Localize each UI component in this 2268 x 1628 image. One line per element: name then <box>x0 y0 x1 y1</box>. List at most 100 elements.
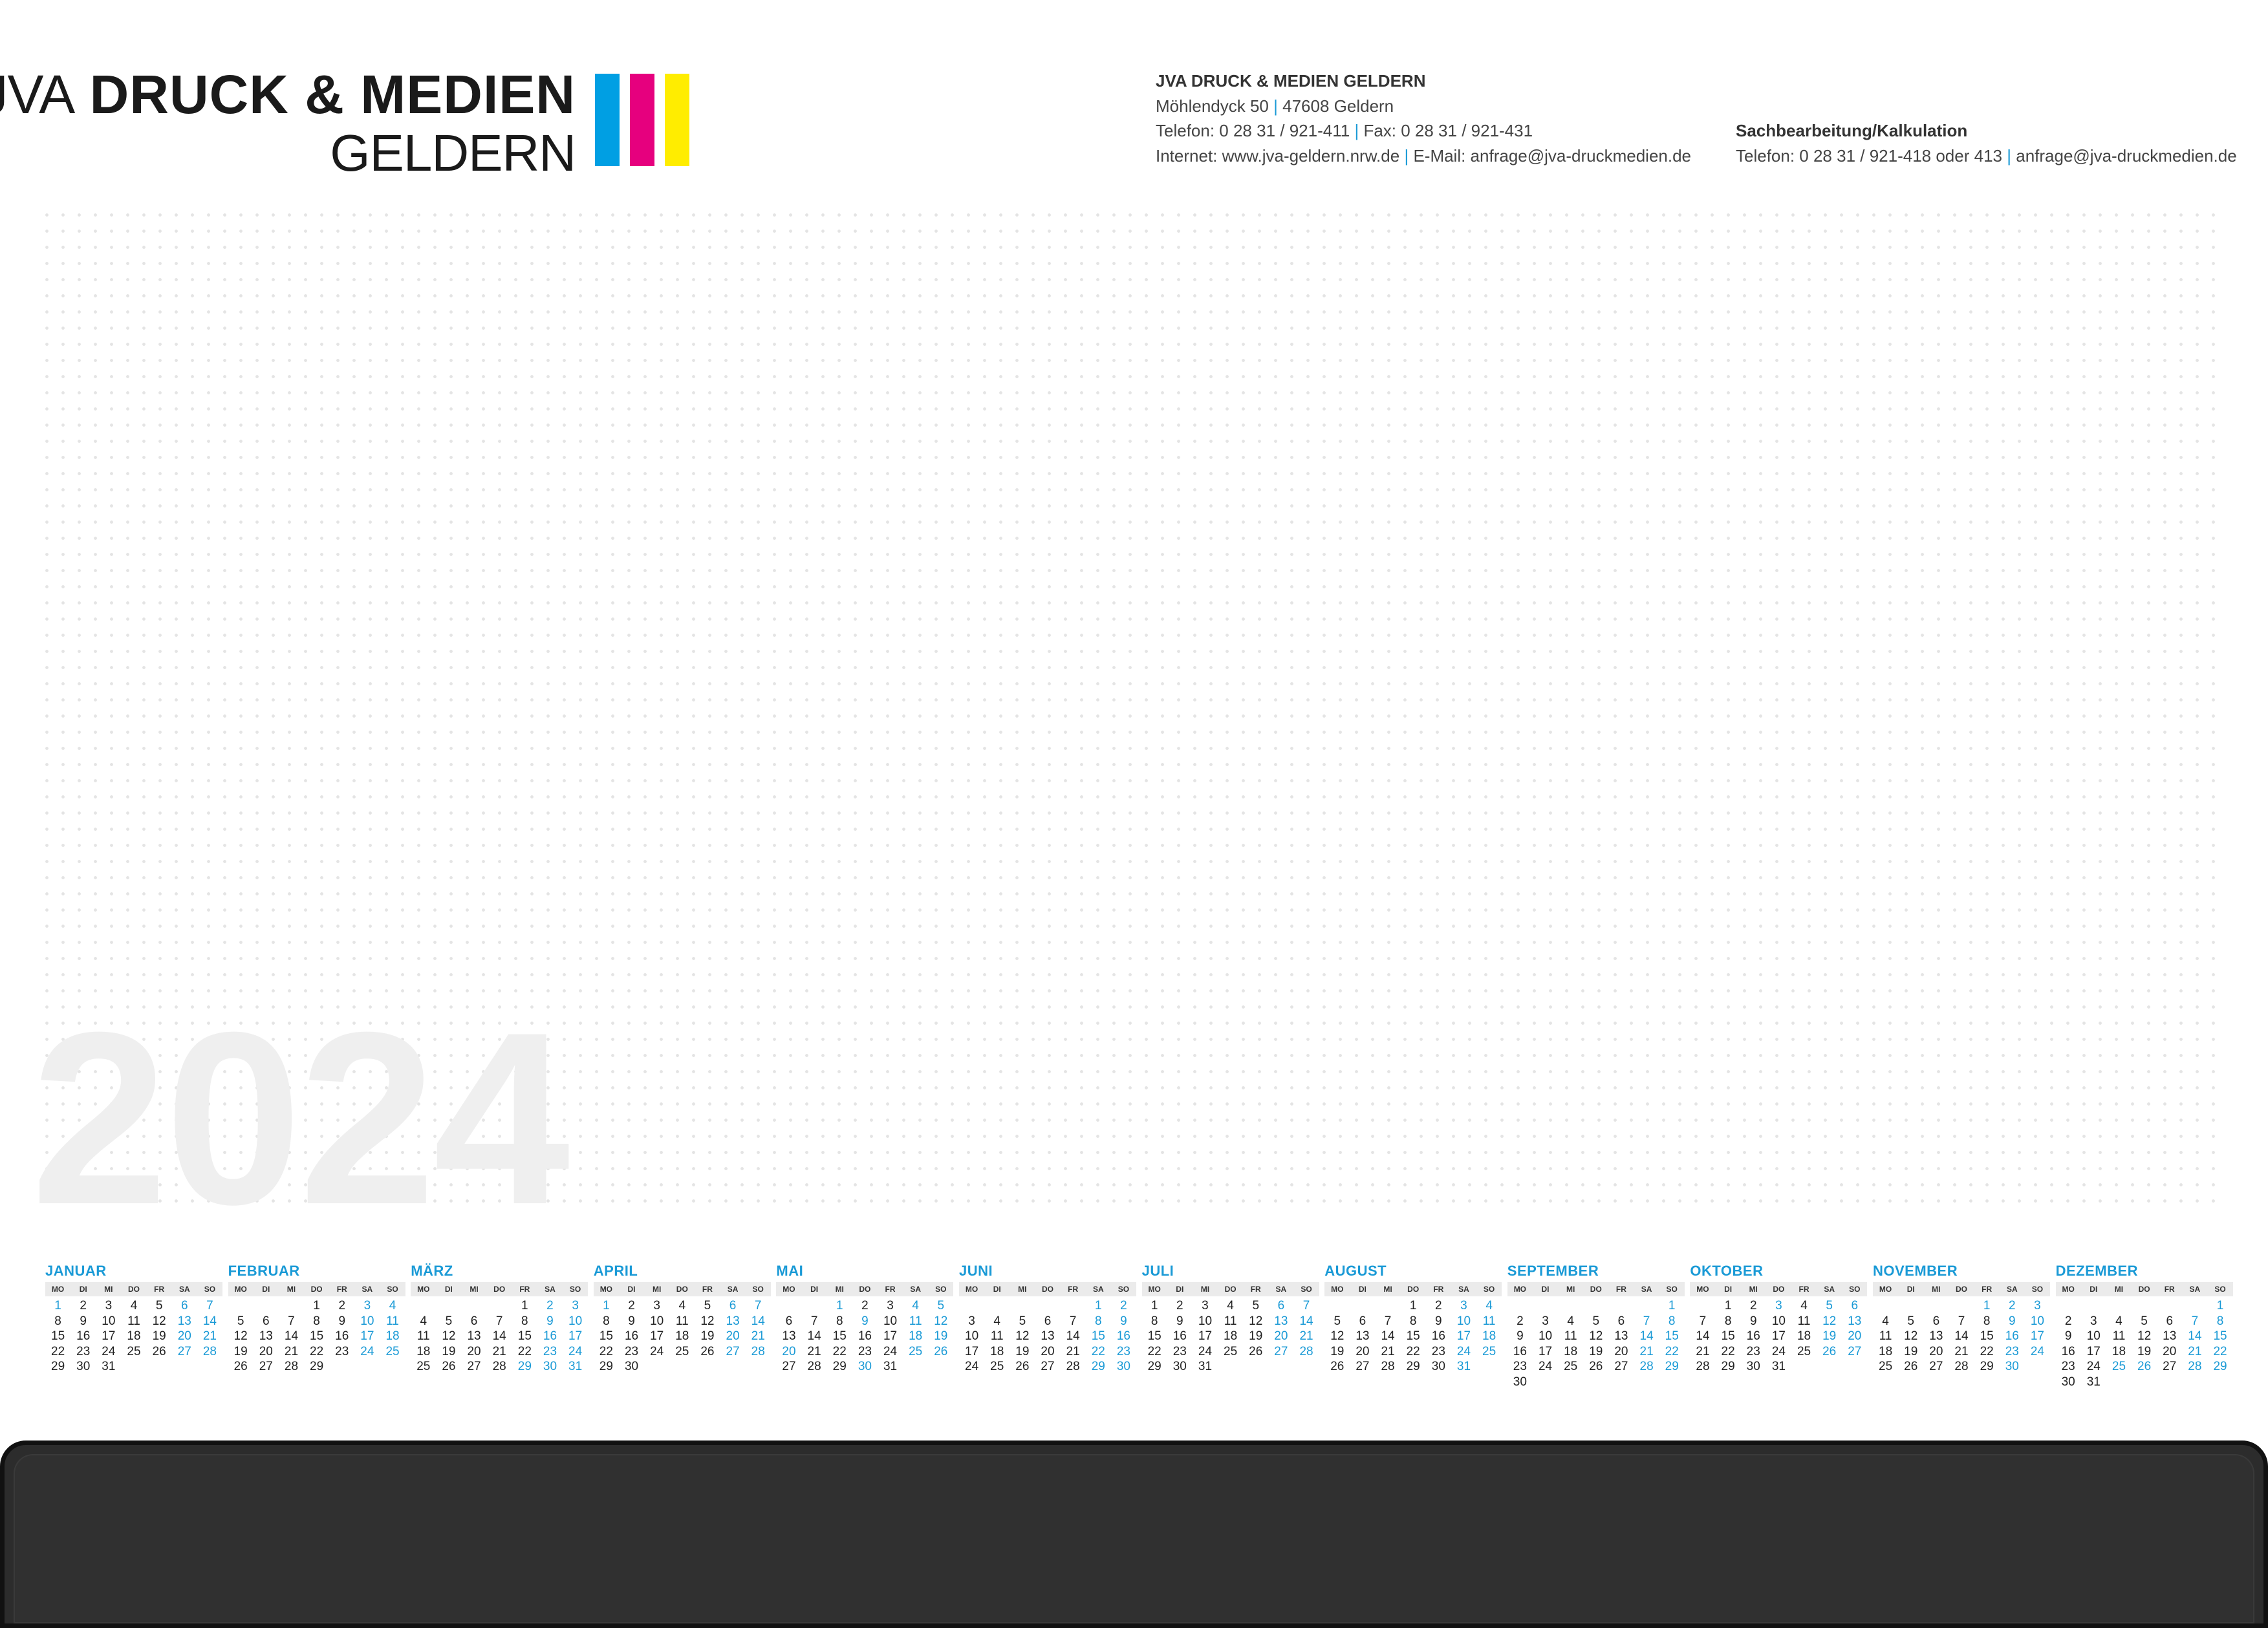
weekday-label: FR <box>702 1285 713 1294</box>
calendar-day: 8 <box>1668 1314 1676 1328</box>
weekday-label: FR <box>1433 1285 1444 1294</box>
calendar-day: 8 <box>1094 1314 1102 1328</box>
calendar-day: 21 <box>1639 1344 1654 1358</box>
calendar-day: 29 <box>1147 1360 1161 1373</box>
empty-day <box>776 1298 801 1314</box>
calendar-day: 12 <box>442 1329 456 1343</box>
weekday-label: SO <box>204 1285 216 1294</box>
calendar-day: 24 <box>650 1344 664 1358</box>
calendar-day: 7 <box>206 1299 213 1312</box>
month-title: NOVEMBER <box>1873 1263 1958 1279</box>
web-line: Internet: www.jva-geldern.nrw.de | E-Mai… <box>1156 144 1691 169</box>
weekday-label: DI <box>1541 1285 1550 1294</box>
day-grid: 1 2 3 4 5 6 7 8 9 10 11 12 13 14 15 16 17 18 19 20 21 22 23 24 2… <box>1324 1298 1502 1375</box>
calendar-day: 21 <box>1299 1329 1313 1343</box>
calendar-day: 20 <box>259 1344 273 1358</box>
calendar-day: 17 <box>360 1329 374 1343</box>
calendar-day: 17 <box>2030 1329 2044 1343</box>
desk-pad-inner <box>14 1454 2254 1623</box>
calendar-day: 3 <box>2090 1314 2097 1328</box>
calendar-day: 9 <box>1749 1314 1757 1328</box>
day-grid: 1 2 3 4 5 6 7 8 9 10 11 12 13 14 15 16 17 18 19 20 21 22 23 24 2… <box>959 1298 1136 1375</box>
calendar-day: 13 <box>726 1314 740 1328</box>
logo-word-druck-medien: DRUCK & MEDIEN <box>89 64 576 125</box>
calendar-day: 4 <box>1485 1299 1493 1312</box>
calendar-day: 25 <box>385 1344 400 1358</box>
calendar-day: 12 <box>233 1329 248 1343</box>
calendar-day: 4 <box>1882 1314 1889 1328</box>
calendar-day: 16 <box>76 1329 91 1343</box>
fax: Fax: 0 28 31 / 921-431 <box>1363 121 1533 140</box>
calendar-day: 20 <box>1929 1344 1943 1358</box>
calendar-day: 19 <box>233 1344 248 1358</box>
calendar-day: 5 <box>1252 1299 1260 1312</box>
calendar-day: 14 <box>1299 1314 1313 1328</box>
calendar-day: 24 <box>883 1344 898 1358</box>
calendar-day: 20 <box>467 1344 481 1358</box>
calendar-day: 27 <box>467 1360 481 1373</box>
month-oktober: OKTOBER MO DI MI DO FR SA SO 1 2 3 4 5 6 7 8 9 10 11 12 13 14… <box>1690 1263 1868 1375</box>
calendar-day: 13 <box>1041 1329 1055 1343</box>
calendar-day: 27 <box>726 1344 740 1358</box>
weekday-label: DI <box>444 1285 453 1294</box>
calendar-day: 15 <box>599 1329 613 1343</box>
calendar-day: 25 <box>2111 1360 2126 1373</box>
calendar-day: 25 <box>1224 1344 1238 1358</box>
contact-calculation: Sachbearbeitung/Kalkulation Telefon: 0 2… <box>1736 118 2237 168</box>
weekday-label: DO <box>1773 1285 1785 1294</box>
calendar-day: 18 <box>909 1329 923 1343</box>
weekday-label: SA <box>1458 1285 1469 1294</box>
calendar-day: 8 <box>54 1314 61 1328</box>
calendar-day: 28 <box>492 1360 506 1373</box>
empty-day <box>802 1298 827 1314</box>
month-title: APRIL <box>593 1263 638 1279</box>
weekday-label: MI <box>1383 1285 1392 1294</box>
calendar-day: 8 <box>603 1314 610 1328</box>
weekday-header: MO DI MI DO FR SA SO <box>593 1282 771 1296</box>
calendar-day: 4 <box>1567 1314 1574 1328</box>
weekday-label: MO <box>965 1285 978 1294</box>
month-februar: FEBRUAR MO DI MI DO FR SA SO 1 2 3 4 5 6 7 8 9 10 11 12 13 14… <box>228 1263 405 1375</box>
dotted-writing-area <box>39 207 2218 1216</box>
calendar-day: 15 <box>2213 1329 2227 1343</box>
calendar-day: 9 <box>2064 1329 2072 1343</box>
empty-day <box>1923 1298 1949 1314</box>
calendar-day: 26 <box>2137 1360 2152 1373</box>
calendar-day: 5 <box>937 1299 945 1312</box>
contact-phone: Telefon: 0 28 31 / 921-418 oder 413 <box>1736 145 2002 166</box>
weekday-label: SO <box>2214 1285 2226 1294</box>
calendar-day: 13 <box>1274 1314 1288 1328</box>
month-dezember: DEZEMBER MO DI MI DO FR SA SO 1 2 3 4 5 6 7 8 9 10 11 12 13 1… <box>2055 1263 2233 1389</box>
calendar-day: 25 <box>990 1360 1004 1373</box>
weekday-label: DO <box>127 1285 140 1294</box>
calendar-day: 19 <box>1822 1329 1837 1343</box>
calendar-day: 6 <box>1617 1314 1625 1328</box>
calendar-day: 7 <box>1384 1314 1392 1328</box>
calendar-day: 25 <box>416 1360 431 1373</box>
calendar-day: 25 <box>1879 1360 1893 1373</box>
weekday-label: MO <box>1148 1285 1161 1294</box>
calendar-day: 7 <box>1302 1299 1310 1312</box>
calendar-day: 27 <box>1355 1360 1370 1373</box>
calendar-day: 9 <box>2008 1314 2016 1328</box>
calendar-day: 7 <box>810 1314 818 1328</box>
calendar-day: 23 <box>1172 1344 1187 1358</box>
calendar-day: 19 <box>1330 1344 1345 1358</box>
calendar-day: 21 <box>1954 1344 1969 1358</box>
month-title: DEZEMBER <box>2055 1263 2139 1279</box>
weekday-label: MI <box>1932 1285 1941 1294</box>
calendar-day: 11 <box>909 1314 922 1328</box>
weekday-header: MO DI MI DO FR SA SO <box>1324 1282 1502 1296</box>
calendar-day: 26 <box>1589 1360 1603 1373</box>
weekday-label: MO <box>234 1285 247 1294</box>
calendar-day: 12 <box>2137 1329 2152 1343</box>
empty-day <box>1324 1298 1350 1314</box>
calendar-day: 2 <box>546 1299 554 1312</box>
calendar-day: 15 <box>1665 1329 1679 1343</box>
calendar-day: 26 <box>934 1344 948 1358</box>
empty-day <box>1533 1298 1558 1314</box>
calendar-day: 19 <box>1015 1344 1030 1358</box>
calendar-day: 31 <box>1198 1360 1213 1373</box>
month-juni: JUNI MO DI MI DO FR SA SO 1 2 3 4 5 6 7 8 9 10 11 12 13 14 15 1… <box>959 1263 1136 1375</box>
calendar-day: 17 <box>1538 1344 1553 1358</box>
